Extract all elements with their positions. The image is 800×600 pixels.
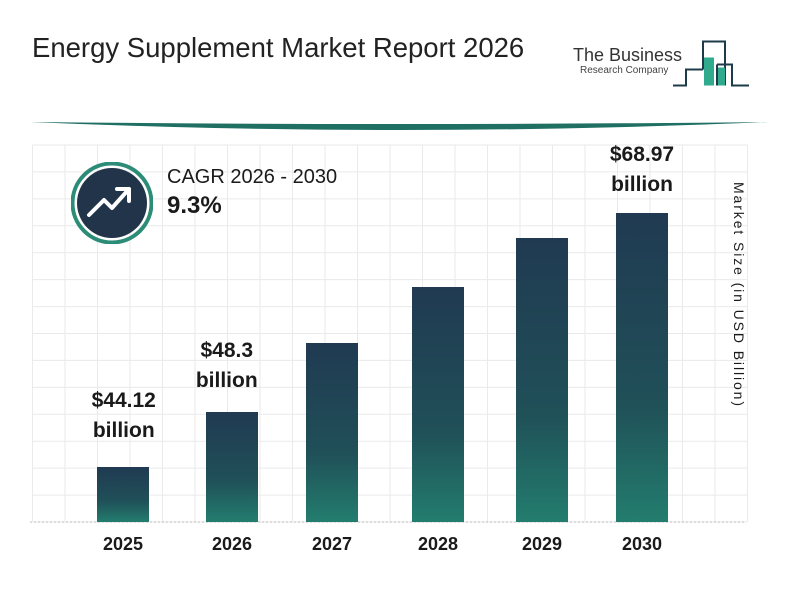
svg-text:Research Company: Research Company [580,65,668,76]
svg-text:The Business: The Business [573,45,682,65]
